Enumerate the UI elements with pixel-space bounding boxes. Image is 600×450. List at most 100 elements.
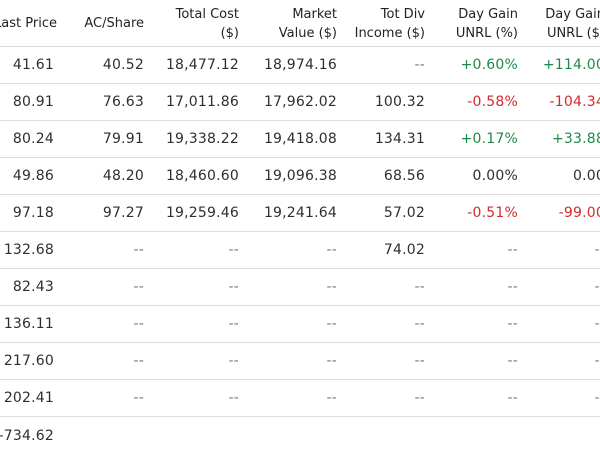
table-header: Last Price AC/Share Total Cost ($) Market… [0, 0, 600, 47]
table-row[interactable]: 202.41 -- -- -- -- -- -- [0, 379, 600, 417]
cell-total-empty [149, 416, 244, 450]
cell-ac-share: -- [62, 379, 149, 417]
cell-day-gain-pct: -- [430, 231, 523, 269]
cell-day-gain-pct: 0.00% [430, 157, 523, 195]
col-header-line2: ($) [220, 26, 239, 41]
table-row[interactable]: 217.60 -- -- -- -- -- -- [0, 342, 600, 380]
cell-day-gain-usd: 0.00 [523, 157, 600, 195]
table-row[interactable]: 49.86 48.20 18,460.60 19,096.38 68.56 0.… [0, 157, 600, 195]
cell-last-price: 82.43 [0, 268, 62, 306]
cell-total-empty [244, 416, 342, 450]
col-header-last-price[interactable]: Last Price [0, 0, 62, 47]
cell-last-price: 217.60 [0, 342, 62, 380]
cell-last-price: 80.24 [0, 120, 62, 158]
cell-ac-share: -- [62, 305, 149, 343]
cell-last-price: 80.91 [0, 83, 62, 121]
cell-tot-div-income: 74.02 [342, 231, 430, 269]
cell-day-gain-pct: -0.58% [430, 83, 523, 121]
cell-last-price: 132.68 [0, 231, 62, 269]
col-header-day-gain-usd[interactable]: Day Gain UNRL ($) [523, 0, 600, 47]
col-header-line1: Day Gain [545, 7, 600, 22]
col-header-line1: Day Gain [458, 7, 518, 22]
cell-market-value: -- [244, 379, 342, 417]
cell-tot-div-income: 134.31 [342, 120, 430, 158]
table-body: 41.61 40.52 18,477.12 18,974.16 -- +0.60… [0, 46, 600, 450]
cell-day-gain-usd: -- [523, 342, 600, 380]
cell-last-price: 49.86 [0, 157, 62, 195]
cell-day-gain-usd: -99.00 [523, 194, 600, 232]
table-row[interactable]: 82.43 -- -- -- -- -- -- [0, 268, 600, 306]
cell-total-cost: -- [149, 342, 244, 380]
cell-day-gain-pct: -- [430, 379, 523, 417]
header-row: Last Price AC/Share Total Cost ($) Market… [0, 0, 600, 47]
cell-total-last-price: -734.62 [0, 428, 54, 445]
cell-day-gain-pct: -- [430, 268, 523, 306]
cell-market-value: -- [244, 231, 342, 269]
cell-market-value: -- [244, 342, 342, 380]
table-row[interactable]: 80.24 79.91 19,338.22 19,418.08 134.31 +… [0, 120, 600, 158]
cell-market-value: 19,241.64 [244, 194, 342, 232]
cell-total-cost: -- [149, 379, 244, 417]
cell-last-price: 41.61 [0, 46, 62, 84]
cell-ac-share: -- [62, 342, 149, 380]
cell-day-gain-usd: +114.00 [523, 46, 600, 84]
cell-total-empty [62, 416, 149, 450]
col-header-market-value[interactable]: Market Value ($) [244, 0, 342, 47]
table-row[interactable]: 41.61 40.52 18,477.12 18,974.16 -- +0.60… [0, 46, 600, 84]
cell-total-cost: -- [149, 305, 244, 343]
cell-day-gain-pct: +0.60% [430, 46, 523, 84]
cell-ac-share: 40.52 [62, 46, 149, 84]
cell-total-cost: 19,338.22 [149, 120, 244, 158]
cell-tot-div-income: -- [342, 379, 430, 417]
cell-last-price: 136.11 [0, 305, 62, 343]
cell-tot-div-income: -- [342, 268, 430, 306]
col-header-line2: Income ($) [354, 26, 425, 41]
cell-last-price: 97.18 [0, 194, 62, 232]
cell-tot-div-income: 68.56 [342, 157, 430, 195]
cell-day-gain-usd: -104.34 [523, 83, 600, 121]
cell-day-gain-usd: -- [523, 231, 600, 269]
cell-total-cost: 18,460.60 [149, 157, 244, 195]
col-header-line1: AC/Share [84, 16, 144, 31]
cell-total-cost: 17,011.86 [149, 83, 244, 121]
col-header-day-gain-pct[interactable]: Day Gain UNRL (%) [430, 0, 523, 47]
cell-tot-div-income: -- [342, 305, 430, 343]
col-header-line2: UNRL ($) [546, 26, 600, 41]
cell-market-value: -- [244, 305, 342, 343]
cell-market-value: 19,418.08 [244, 120, 342, 158]
cell-day-gain-usd: -- [523, 305, 600, 343]
cell-ac-share: -- [62, 268, 149, 306]
cell-day-gain-pct: -- [430, 342, 523, 380]
cell-ac-share: 76.63 [62, 83, 149, 121]
cell-ac-share: 79.91 [62, 120, 149, 158]
cell-day-gain-pct: -- [430, 305, 523, 343]
col-header-line1: Tot Div [380, 7, 425, 22]
cell-day-gain-pct: +0.17% [430, 120, 523, 158]
col-header-line1: Total Cost [175, 7, 239, 22]
cell-total-empty [342, 416, 430, 450]
cell-last-price: 202.41 [0, 379, 62, 417]
table-row[interactable]: 136.11 -- -- -- -- -- -- [0, 305, 600, 343]
table-row[interactable]: 80.91 76.63 17,011.86 17,962.02 100.32 -… [0, 83, 600, 121]
cell-day-gain-usd: -- [523, 379, 600, 417]
col-header-total-cost[interactable]: Total Cost ($) [149, 0, 244, 47]
cell-total-empty [430, 416, 523, 450]
cell-tot-div-income: -- [342, 46, 430, 84]
cell-market-value: 17,962.02 [244, 83, 342, 121]
table-row[interactable]: 97.18 97.27 19,259.46 19,241.64 57.02 -0… [0, 194, 600, 232]
cell-total-cost: 19,259.46 [149, 194, 244, 232]
col-header-line2: UNRL (%) [455, 26, 518, 41]
table-row[interactable]: 132.68 -- -- -- 74.02 -- -- [0, 231, 600, 269]
cell-day-gain-usd: -- [523, 268, 600, 306]
cell-total-empty [523, 416, 600, 450]
cell-tot-div-income: 57.02 [342, 194, 430, 232]
cell-total-cost: -- [149, 268, 244, 306]
col-header-line1: Last Price [0, 16, 57, 31]
col-header-line1: Market [292, 7, 337, 22]
col-header-ac-share[interactable]: AC/Share [62, 0, 149, 47]
col-header-tot-div-income[interactable]: Tot Div Income ($) [342, 0, 430, 47]
cell-market-value: -- [244, 268, 342, 306]
col-header-line2: Value ($) [278, 26, 337, 41]
cell-market-value: 19,096.38 [244, 157, 342, 195]
